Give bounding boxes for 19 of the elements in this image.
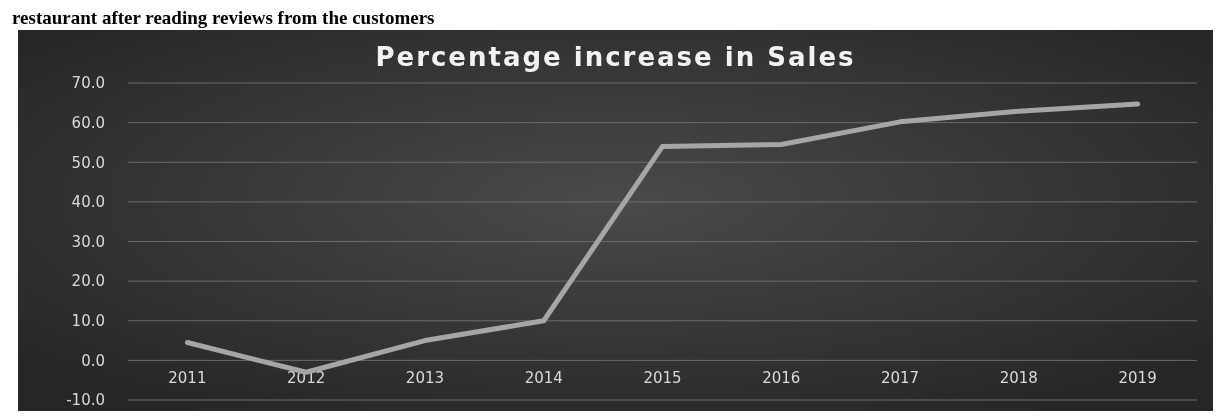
y-tick-label: 10.0 [71,312,105,330]
x-tick-label: 2015 [643,369,682,388]
x-tick-label: 2017 [880,369,920,388]
y-tick-label: 50.0 [71,153,105,172]
text: restaurant after reading reviews from the customers [12,7,435,28]
y-tick-label: -10.0 [66,391,105,410]
x-tick-label: 2016 [762,369,801,388]
y-tick-label: 70.0 [71,74,105,93]
y-tick-label: 60.0 [71,113,105,132]
y-tick-label: 20.0 [71,272,105,291]
chart-title: Percentage increase in Sales [375,42,856,72]
y-tick-label: 40.0 [71,193,105,212]
x-tick-label: 2018 [999,369,1038,388]
x-tick-label: 2019 [1118,369,1157,388]
y-tick-label: 30.0 [71,232,105,251]
x-tick-label: 2014 [524,369,563,388]
x-tick-label: 2013 [405,369,445,388]
y-tick-label: 0.0 [81,351,105,370]
x-tick-label: 2011 [168,369,207,388]
